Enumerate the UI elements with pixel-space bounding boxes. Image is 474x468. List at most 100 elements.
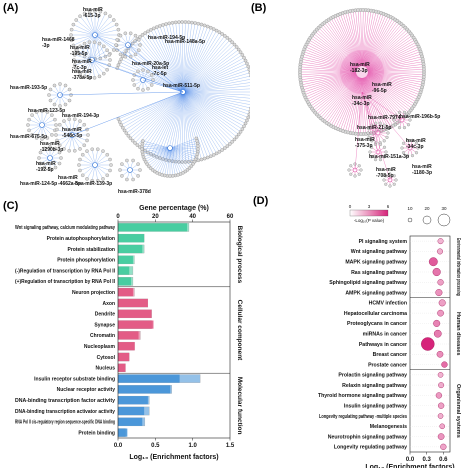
gene-percentage-bar: [118, 374, 180, 383]
edge-line: [94, 34, 117, 46]
go-enrichment-chart: Wnt signaling pathway, calcium modulatin…: [15, 205, 243, 461]
edge-line: [89, 59, 93, 78]
category-label: (-)Regulation of transcription by RNA Po…: [15, 268, 116, 274]
edge-line: [94, 16, 111, 36]
edge-line: [367, 72, 424, 78]
target-node: [87, 9, 92, 14]
target-node: [27, 128, 31, 133]
mirna-hub-node: [127, 167, 133, 173]
edge-line: [367, 46, 419, 70]
edge-line: [153, 28, 184, 93]
edge-line: [360, 10, 363, 67]
edge-line: [300, 64, 357, 72]
target-node: [71, 22, 76, 27]
target-node: [230, 140, 234, 144]
edge-line: [182, 91, 196, 161]
gene-percentage-bar: [118, 223, 188, 232]
kegg-bubble-chart: 0 3 6 -Log₁₀(P value) 10 20 30 Environmental in…: [318, 204, 461, 468]
mirna-label: hsa-miR-7974: [368, 115, 401, 121]
edge-line: [152, 147, 171, 171]
target-node: [170, 21, 175, 25]
target-node: [82, 11, 87, 16]
target-node: [67, 149, 71, 153]
edge-line: [363, 12, 382, 67]
target-node: [382, 123, 386, 127]
mirna-label: hsa-miR -548c-5p: [62, 127, 83, 139]
edge-line: [311, 35, 358, 69]
edge-line: [305, 46, 357, 70]
edge-line: [347, 11, 361, 67]
edge-line: [364, 77, 394, 126]
edge-line: [328, 76, 359, 125]
edge-line: [366, 33, 411, 69]
edge-line: [367, 51, 421, 71]
target-node: [146, 29, 150, 34]
target-node: [401, 141, 406, 145]
edge-line: [91, 59, 95, 78]
target-node: [119, 57, 123, 61]
edge-line: [79, 34, 96, 54]
category-label: Prostate cancer: [368, 362, 407, 368]
plot-frame: [117, 221, 231, 439]
mirna-label: hsa-miR-124-5p: [20, 181, 58, 187]
edge-line: [182, 44, 235, 93]
edge-line: [182, 91, 250, 105]
edge-line: [367, 73, 423, 88]
target-node: [410, 138, 415, 142]
edge-line: [182, 22, 189, 93]
bubble-point: [437, 433, 445, 440]
target-node: [384, 182, 388, 186]
edge-line: [71, 29, 96, 36]
target-node: [217, 150, 222, 154]
edge-line: [164, 147, 171, 176]
gene-percentage-bar: [118, 309, 152, 318]
edge-line: [314, 75, 358, 113]
edge-line: [118, 64, 184, 93]
target-node: [52, 83, 57, 88]
mirna-label: hsa-miR -1180-3p: [412, 164, 433, 176]
edge-line: [366, 75, 414, 107]
edge-line: [366, 75, 408, 115]
edge-line: [367, 74, 417, 103]
cross-edge: [91, 59, 184, 93]
target-node: [93, 9, 97, 13]
category-label: Dendrite: [95, 312, 116, 318]
target-node: [199, 157, 204, 162]
category-label: Melanogenesis: [370, 424, 407, 430]
edge-line: [169, 147, 179, 175]
bubble-point: [440, 443, 447, 450]
edge-line: [169, 147, 184, 173]
edge-line: [367, 53, 422, 71]
edge-line: [169, 146, 198, 149]
category-label: DNA-binding transcription factor activit…: [15, 398, 115, 404]
category-label: Prolactin signaling pathway: [338, 373, 407, 379]
bubble-point: [432, 267, 441, 277]
edge-line: [73, 24, 96, 36]
gene-percentage-bar: [118, 417, 143, 426]
target-node: [86, 133, 90, 137]
bubble-point: [437, 309, 444, 317]
colorbar-tick-label: 6: [387, 204, 390, 209]
target-node: [410, 154, 415, 158]
edge-line: [94, 19, 114, 36]
edge-line: [364, 77, 387, 130]
edge-line: [76, 50, 93, 61]
edge-line: [367, 72, 424, 75]
category-label: Ras signaling pathway: [351, 270, 407, 276]
target-node: [149, 152, 153, 156]
target-node: [30, 113, 34, 117]
target-node: [246, 115, 250, 120]
edge-line: [357, 10, 362, 67]
target-node: [392, 174, 396, 178]
edge-line: [122, 91, 184, 128]
target-node: [136, 86, 140, 91]
mirna-label: hsa-miR -195-5p: [70, 45, 90, 57]
target-node: [402, 110, 407, 114]
x-axis-label: Log₁₀ (Enrichment factors): [365, 464, 454, 468]
edge-line: [303, 73, 357, 93]
target-node: [382, 145, 387, 149]
edge-line: [367, 73, 423, 86]
target-node: [67, 98, 72, 103]
target-node: [75, 48, 79, 53]
mirna-label: hsa-miR-194-3p: [62, 113, 100, 119]
